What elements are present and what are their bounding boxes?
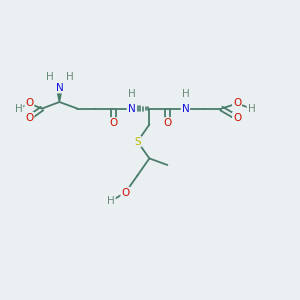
Text: H: H [248, 103, 255, 114]
Text: H: H [15, 103, 22, 114]
Text: H: H [46, 71, 53, 82]
Text: O: O [25, 112, 34, 123]
Text: O: O [25, 98, 34, 109]
Text: O: O [109, 118, 118, 128]
Text: H: H [66, 71, 74, 82]
Text: O: O [121, 188, 130, 198]
Text: H: H [107, 196, 115, 206]
Text: S: S [134, 136, 141, 147]
Text: N: N [182, 103, 189, 114]
Text: N: N [128, 103, 135, 114]
Polygon shape [56, 88, 62, 102]
Text: H: H [182, 89, 189, 99]
Text: O: O [233, 98, 241, 109]
Text: H: H [128, 89, 135, 99]
Text: O: O [233, 112, 241, 123]
Text: O: O [163, 118, 172, 128]
Text: N: N [56, 82, 63, 93]
